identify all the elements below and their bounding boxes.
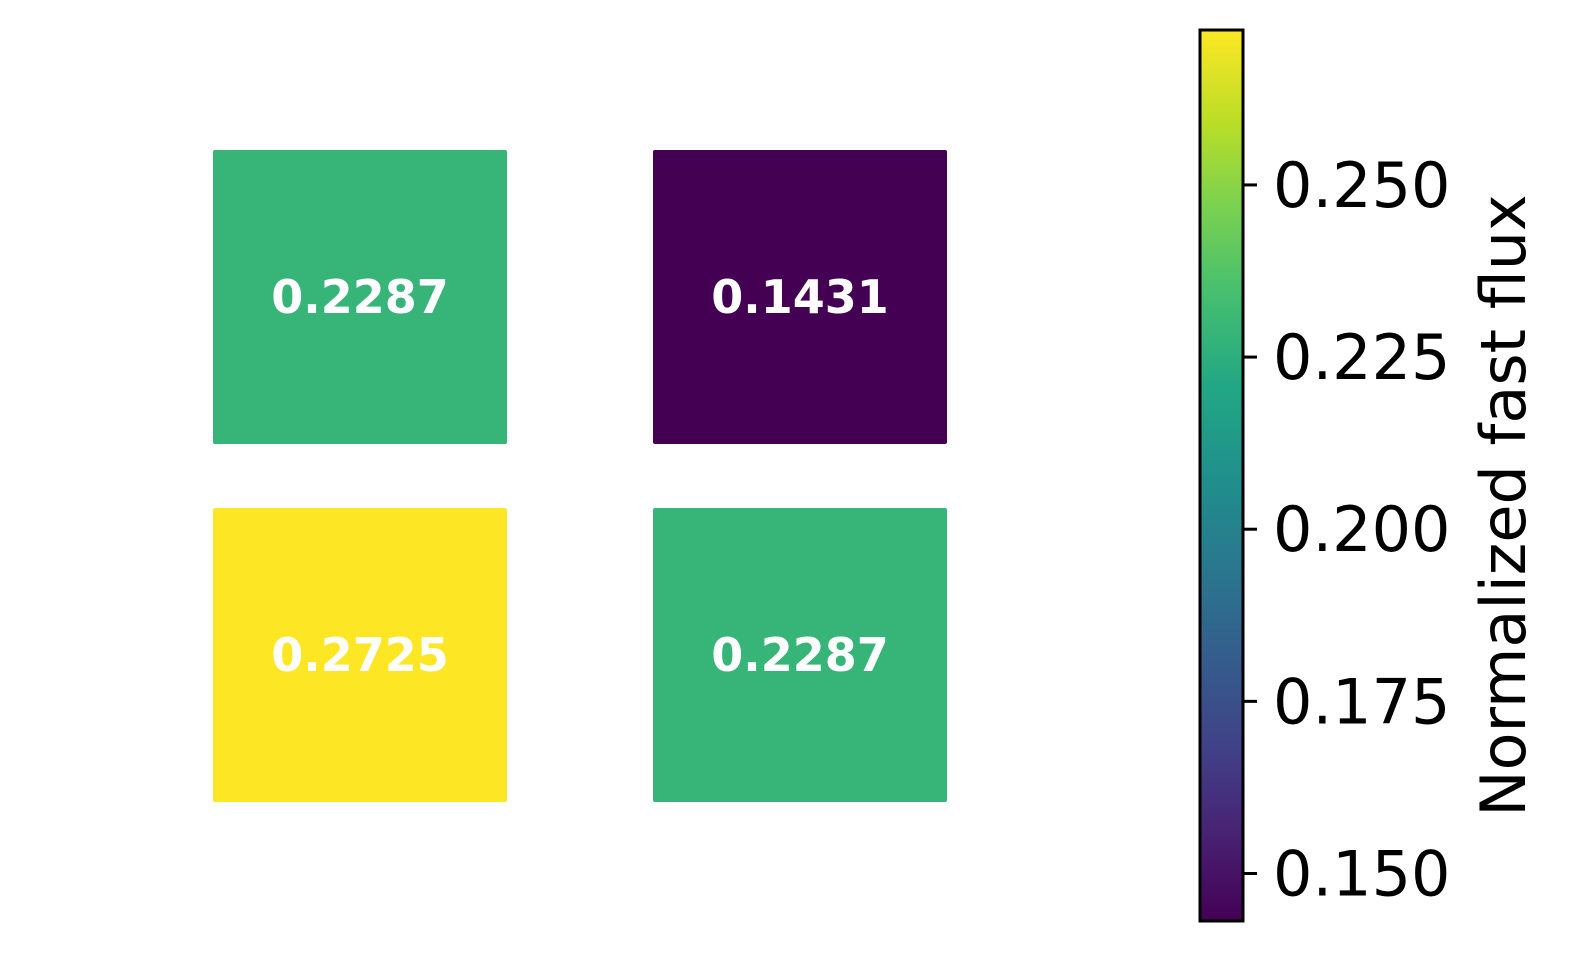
cell-value-label-r1-c1: 0.2287 [711, 628, 889, 682]
heatmap-cell-r0-c0 [213, 150, 507, 444]
cell-value-label-r1-c0: 0.2725 [271, 628, 449, 682]
colorbar-label: Normalized fast flux [1467, 194, 1540, 816]
colorbar-tick-label-0: 0.150 [1273, 837, 1451, 910]
heatmap-cells: 0.2287 0.1431 0.2725 0.2287 [213, 150, 947, 802]
heatmap-cell-r1-c1 [653, 508, 947, 802]
cell-value-label-r0-c0: 0.2287 [271, 270, 449, 324]
colorbar-tick-label-1: 0.175 [1273, 665, 1451, 738]
heatmap-cell-r1-c0 [213, 508, 507, 802]
colorbar-gradient [1198, 28, 1245, 923]
heatmap-cell-r0-c1 [653, 150, 947, 444]
colorbar-tick-label-2: 0.200 [1273, 493, 1451, 566]
cell-value-label-r0-c1: 0.1431 [711, 270, 889, 324]
colorbar-tick-label-4: 0.250 [1273, 149, 1451, 222]
colorbar-tick-label-3: 0.225 [1273, 321, 1451, 394]
